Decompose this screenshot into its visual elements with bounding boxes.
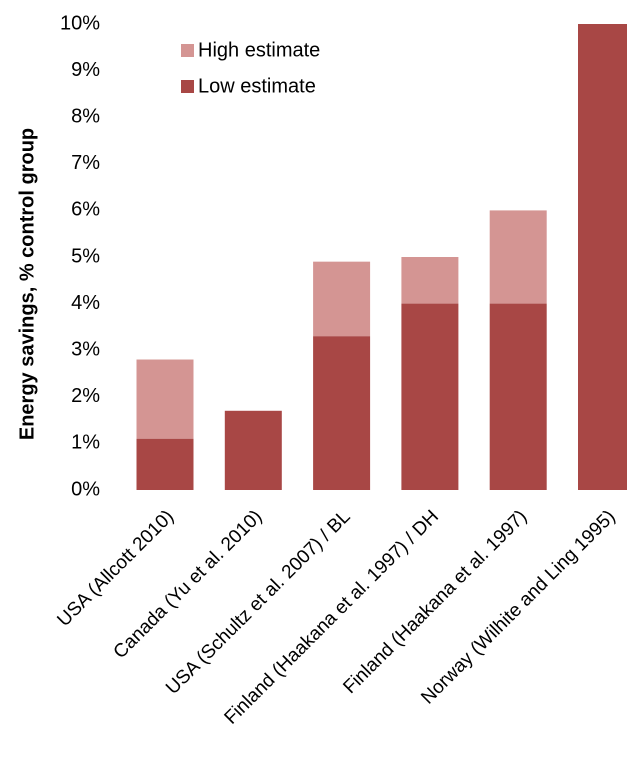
legend-swatch-low-estimate (181, 80, 194, 93)
y-tick-label: 1% (71, 432, 100, 454)
y-tick-label: 0% (71, 478, 100, 500)
bars-group (136, 24, 627, 490)
bar-low-estimate (313, 336, 371, 490)
category-labels: USA (Allcott 2010)Canada (Yu et al. 2010… (53, 506, 619, 728)
y-tick-label: 3% (71, 338, 100, 360)
x-category-label: Norway (Wilhite and Ling 1995) (417, 506, 619, 708)
bar-high-estimate (313, 261, 371, 337)
bar-high-estimate (489, 210, 547, 304)
y-tick-label: 2% (71, 385, 100, 407)
y-tick-label: 6% (71, 199, 100, 221)
y-axis-title-group: Energy savings, % control group (16, 128, 38, 440)
y-tick-label: 4% (71, 292, 100, 314)
legend-label-high-estimate: High estimate (198, 39, 320, 61)
y-tick-label: 10% (60, 12, 100, 34)
x-category-label: Canada (Yu et al. 2010) (110, 506, 267, 663)
y-tick-label: 7% (71, 152, 100, 174)
bar-low-estimate (224, 410, 282, 490)
bar-low-estimate (578, 24, 627, 490)
legend-label-low-estimate: Low estimate (198, 75, 316, 97)
bar-low-estimate (136, 438, 194, 490)
y-axis-title: Energy savings, % control group (16, 128, 38, 440)
bar-high-estimate (136, 359, 194, 439)
bar-low-estimate (401, 303, 459, 490)
y-axis-ticks: 0% 1% 2% 3% 4% 5% 6% 7% 8% 9% 10% (60, 12, 100, 500)
y-tick-label: 5% (71, 245, 100, 267)
legend-swatch-high-estimate (181, 44, 194, 57)
bar-high-estimate (401, 257, 459, 304)
y-tick-label: 9% (71, 59, 100, 81)
x-category-label: USA (Schultz et al. 2007) / BL (162, 506, 355, 699)
x-category-label: Finland (Haakana et al. 1997) (339, 506, 531, 698)
y-tick-label: 8% (71, 105, 100, 127)
bar-low-estimate (489, 303, 547, 490)
legend: High estimate Low estimate (181, 39, 320, 97)
